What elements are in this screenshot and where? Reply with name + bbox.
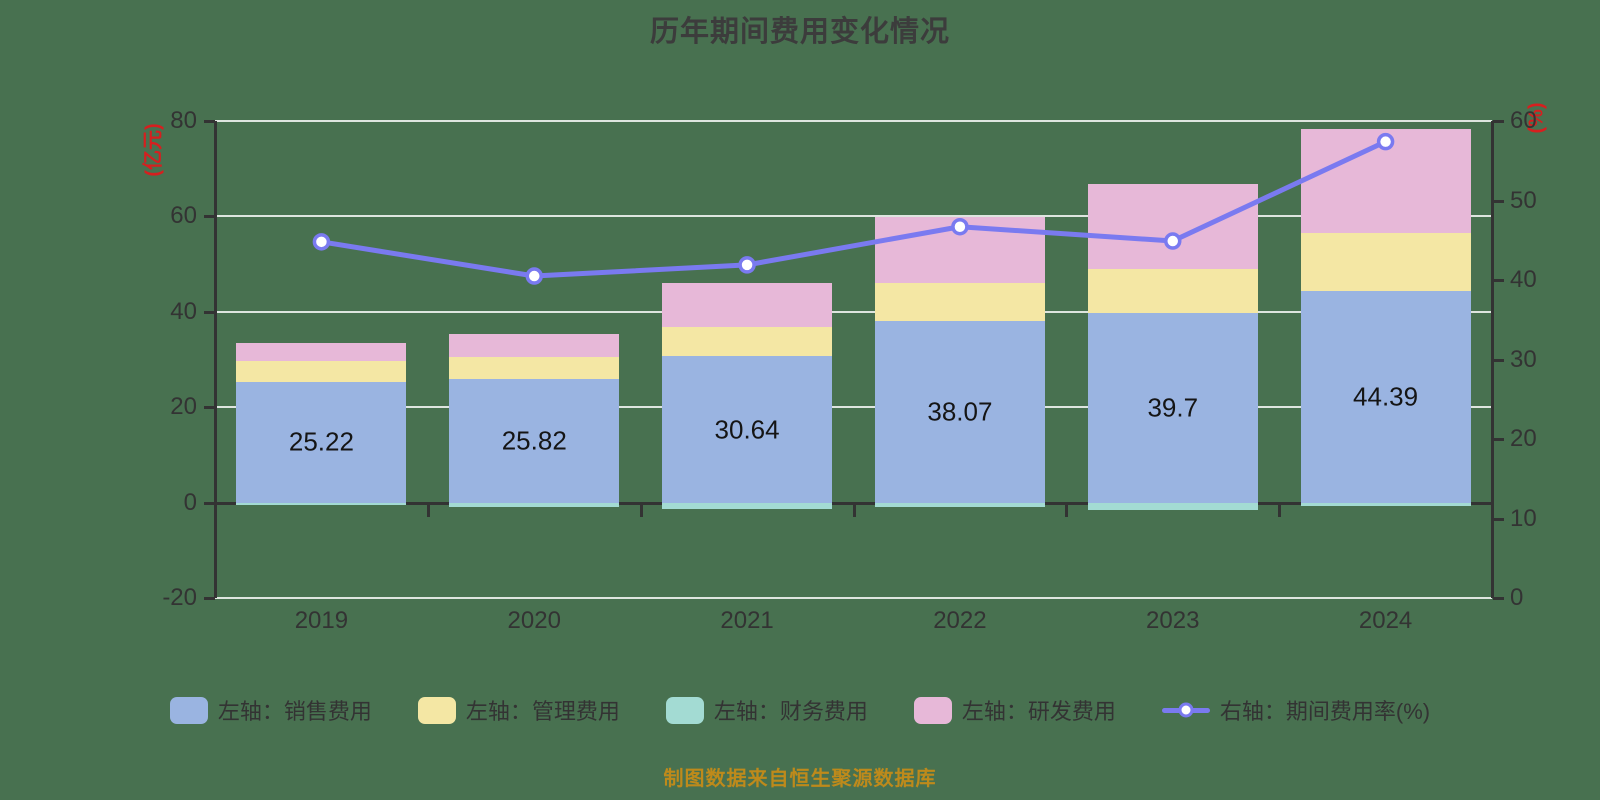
bar-segment-admin[interactable] <box>449 357 620 380</box>
left-axis-tick-label: -20 <box>162 584 197 611</box>
legend-label: 右轴：期间费用率(%) <box>1219 699 1431 724</box>
left-axis-tick <box>204 406 215 410</box>
x-axis-tick <box>639 502 643 517</box>
bar-segment-admin[interactable] <box>874 282 1045 321</box>
bar-value-label: 30.64 <box>714 414 780 445</box>
x-axis-tick <box>1491 502 1494 517</box>
legend-label: 左轴：管理费用 <box>465 699 620 724</box>
legend-item-rnd[interactable]: 左轴：研发费用 <box>913 694 1116 726</box>
bar-value-label: 25.22 <box>288 426 354 457</box>
x-axis-tick <box>214 502 217 517</box>
bar-segment-admin[interactable] <box>662 326 833 357</box>
gridline-40 <box>215 310 1492 313</box>
bar-segment-admin[interactable] <box>1300 233 1471 291</box>
x-axis-category-label: 2019 <box>294 607 349 634</box>
gridline-20 <box>215 406 1492 409</box>
bar-segment-sales[interactable] <box>236 382 407 503</box>
line-marker[interactable] <box>312 233 331 251</box>
bar-segment-rnd[interactable] <box>662 282 833 327</box>
x-axis-category-label: 2023 <box>1146 607 1200 634</box>
left-axis-tick-label: 0 <box>183 488 197 516</box>
x-axis-category-label: 2022 <box>933 607 987 634</box>
bar-segment-sales[interactable] <box>874 321 1045 503</box>
left-axis-tick-label: 80 <box>170 107 197 134</box>
bar-value-label: 38.07 <box>927 396 993 427</box>
bar-segment-rnd[interactable] <box>1087 183 1258 269</box>
right-axis-tick <box>1493 279 1504 282</box>
legend-item-admin[interactable]: 左轴：管理费用 <box>417 694 620 726</box>
right-axis-tick <box>1493 199 1504 203</box>
right-axis-tick <box>1493 120 1504 123</box>
right-axis-tick <box>1493 438 1504 441</box>
bar-segment-sales[interactable] <box>662 356 833 503</box>
right-axis-tick <box>1493 597 1504 600</box>
legend-label: 左轴：销售费用 <box>217 699 372 724</box>
line-marker[interactable] <box>738 256 756 274</box>
bar-segment-sales[interactable] <box>449 379 620 503</box>
chart-title: 历年期间费用变化情况 <box>649 16 950 48</box>
bar-segment-rnd[interactable] <box>1300 129 1471 234</box>
x-axis-tick <box>1278 502 1282 517</box>
bar-value-label: 44.39 <box>1353 381 1419 412</box>
left-axis-tick <box>204 310 215 314</box>
data-source-note: 制图数据来自恒生聚源数据库 <box>663 768 937 790</box>
right-axis-line <box>1491 121 1494 598</box>
right-axis-tick-label: 20 <box>1510 425 1537 452</box>
left-axis-unit-label: (亿元) <box>142 123 165 177</box>
right-axis-tick-label: 40 <box>1510 266 1537 293</box>
gridline-80 <box>215 120 1492 122</box>
x-axis-tick <box>426 502 430 517</box>
bar-segment-admin[interactable] <box>1087 268 1258 314</box>
x-axis-tick <box>1065 502 1069 517</box>
left-axis-tick-label: 20 <box>170 393 197 421</box>
left-axis-tick-label: 40 <box>170 297 197 325</box>
left-axis-tick <box>204 501 215 505</box>
bar-value-label: 25.82 <box>501 425 567 456</box>
bar-segment-rnd[interactable] <box>236 342 407 361</box>
right-axis-tick <box>1493 358 1504 362</box>
right-axis-tick-label: 0 <box>1510 584 1524 611</box>
bar-segment-finance[interactable] <box>874 502 1045 508</box>
bar-segment-finance[interactable] <box>1087 502 1258 510</box>
x-axis-tick <box>852 502 856 517</box>
bar-segment-admin[interactable] <box>236 360 407 383</box>
bar-segment-finance[interactable] <box>1300 502 1471 507</box>
right-axis-tick-label: 50 <box>1510 186 1537 214</box>
rnd-swatch <box>913 696 952 724</box>
gridline--20 <box>215 597 1492 599</box>
legend-item-sales[interactable]: 左轴：销售费用 <box>169 694 372 726</box>
right-axis-tick-label: 10 <box>1510 504 1537 532</box>
legend-label: 左轴：研发费用 <box>961 699 1116 724</box>
legend-item-ratio[interactable]: 右轴：期间费用率(%) <box>1161 694 1431 726</box>
sales-swatch <box>169 696 208 724</box>
legend-label: 左轴：财务费用 <box>713 699 868 724</box>
left-axis-tick-label: 60 <box>170 202 197 230</box>
left-axis-tick <box>204 120 215 123</box>
right-axis-tick <box>1493 517 1504 521</box>
x-axis-category-label: 2020 <box>507 607 561 634</box>
bar-segment-finance[interactable] <box>236 502 407 506</box>
ratio-line-swatch <box>1161 697 1210 724</box>
right-axis-tick-label: 60 <box>1510 107 1537 134</box>
left-axis-tick <box>204 597 215 600</box>
bar-segment-sales[interactable] <box>1300 290 1471 503</box>
bar-segment-rnd[interactable] <box>874 217 1045 283</box>
x-axis-category-label: 2021 <box>720 607 774 634</box>
x-axis-category-label: 2024 <box>1358 607 1413 634</box>
bar-value-label: 39.7 <box>1147 392 1199 423</box>
legend-item-finance[interactable]: 左轴：财务费用 <box>665 694 868 726</box>
bar-segment-finance[interactable] <box>449 502 620 507</box>
right-axis-tick-label: 30 <box>1510 345 1537 373</box>
admin-swatch <box>417 696 456 724</box>
left-axis-tick <box>204 215 215 219</box>
finance-swatch <box>665 696 704 724</box>
line-marker[interactable] <box>525 267 543 285</box>
left-axis-line <box>214 121 217 598</box>
bar-segment-rnd[interactable] <box>449 333 620 358</box>
bar-segment-finance[interactable] <box>662 502 833 509</box>
legend-line-marker <box>1178 702 1194 718</box>
legend: 左轴：销售费用 左轴：管理费用 左轴：财务费用 左轴：研发费用 右轴：期间费用率(%) <box>0 694 1600 726</box>
bar-segment-sales[interactable] <box>1087 313 1258 503</box>
